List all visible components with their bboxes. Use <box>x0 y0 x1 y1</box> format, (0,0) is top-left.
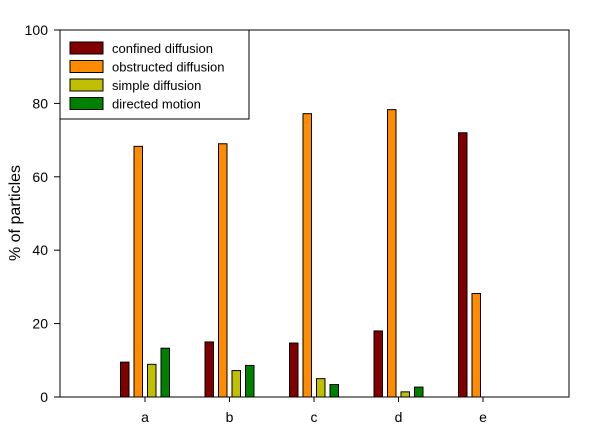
bar <box>147 363 157 398</box>
y-tick-label: 80 <box>32 95 48 111</box>
bar <box>289 342 299 398</box>
bar <box>316 378 326 398</box>
y-tick-label: 60 <box>32 169 48 185</box>
y-tick-label: 100 <box>25 22 49 38</box>
legend-swatch <box>69 97 104 110</box>
axes: 0 20 40 60 80 100 a b c d e <box>25 22 570 425</box>
legend-swatch <box>69 60 104 73</box>
bar <box>120 361 130 398</box>
bars <box>120 109 481 398</box>
legend-swatch <box>69 78 104 92</box>
bar <box>133 145 143 398</box>
y-tick-label: 40 <box>32 242 48 258</box>
x-tick-label: d <box>395 409 403 425</box>
x-tick-label: b <box>226 409 234 425</box>
x-tick-label: e <box>479 409 487 425</box>
bar <box>245 364 255 398</box>
legend-label: confined diffusion <box>112 41 213 56</box>
legend-label: obstructed diffusion <box>112 60 225 75</box>
bar <box>400 391 410 398</box>
y-tick-label: 20 <box>32 316 48 332</box>
legend: confined diffusion obstructed diffusion si… <box>59 29 250 120</box>
x-tick-label: a <box>141 409 149 425</box>
y-axis-label: % of particles <box>7 165 24 261</box>
x-tick-label: c <box>311 409 318 425</box>
bar <box>204 341 214 398</box>
legend-label: simple diffusion <box>112 78 201 93</box>
bar <box>329 384 339 398</box>
bar <box>218 143 228 398</box>
bar <box>160 347 170 398</box>
bar <box>471 293 481 398</box>
y-tick-label: 0 <box>40 389 48 405</box>
legend-label: directed motion <box>112 97 201 112</box>
bar <box>414 386 424 398</box>
bar <box>302 113 312 398</box>
bar <box>373 330 383 398</box>
bar <box>231 370 241 398</box>
bar <box>387 109 397 398</box>
legend-swatch <box>69 41 104 55</box>
bar <box>458 132 468 398</box>
